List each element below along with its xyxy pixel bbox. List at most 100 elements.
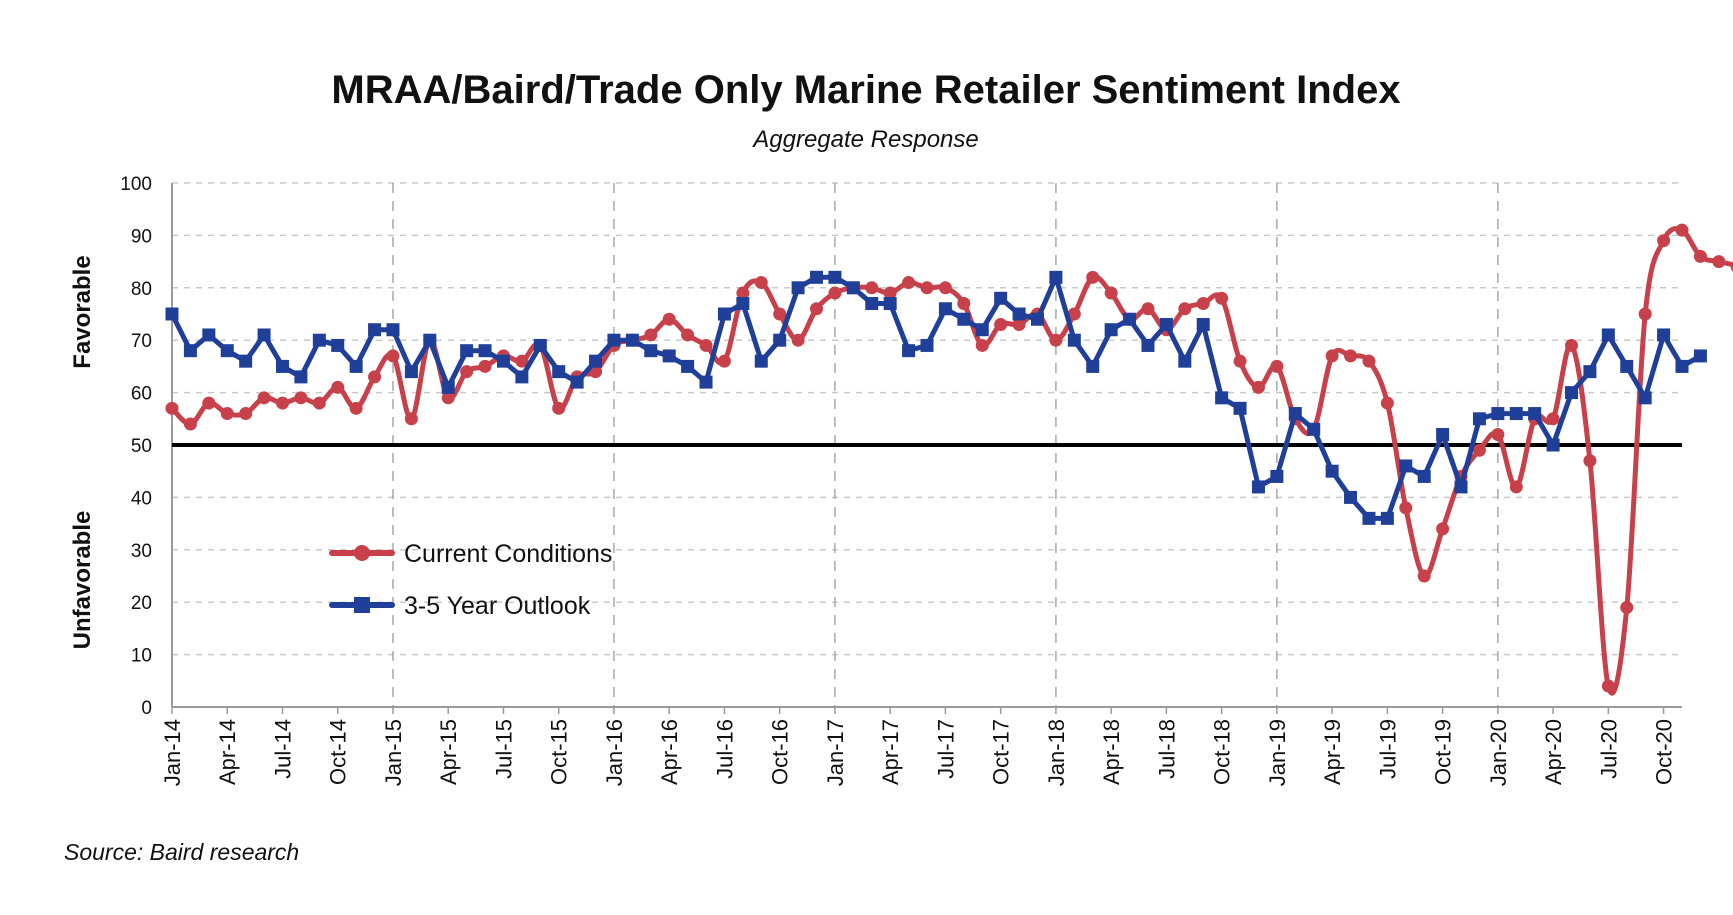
point-outlook (257, 328, 271, 342)
point-current-conditions (386, 349, 400, 363)
point-outlook (533, 338, 547, 352)
point-current-conditions (1675, 223, 1689, 237)
favorable-label: Favorable (69, 255, 96, 368)
point-outlook (589, 354, 603, 368)
point-current-conditions (1509, 480, 1523, 494)
chart-subtitle: Aggregate Response (751, 126, 979, 153)
point-current-conditions (975, 338, 989, 352)
point-outlook (1491, 407, 1505, 421)
point-current-conditions (865, 281, 879, 295)
point-outlook (810, 270, 824, 284)
point-outlook (681, 359, 695, 373)
point-outlook (975, 323, 989, 337)
point-outlook (183, 344, 197, 358)
point-current-conditions (1049, 333, 1063, 347)
point-current-conditions (1657, 234, 1671, 248)
point-outlook (1344, 490, 1358, 504)
point-outlook (1196, 317, 1210, 331)
point-current-conditions (294, 391, 308, 405)
chart-title: MRAA/Baird/Trade Only Marine Retailer Se… (331, 68, 1400, 112)
point-current-conditions (1546, 412, 1560, 426)
point-outlook (1436, 428, 1450, 442)
point-outlook (1417, 469, 1431, 483)
x-tick-label: Jul-18 (1154, 719, 1179, 779)
point-current-conditions (1233, 354, 1247, 368)
point-outlook (1141, 338, 1155, 352)
point-outlook (496, 354, 510, 368)
series-lines (165, 223, 1733, 696)
point-outlook (902, 344, 916, 358)
point-current-conditions (275, 396, 289, 410)
point-outlook (1307, 422, 1321, 436)
point-outlook (202, 328, 216, 342)
point-outlook (1159, 317, 1173, 331)
point-outlook (1104, 323, 1118, 337)
point-current-conditions (1380, 396, 1394, 410)
y-tick-label: 50 (131, 436, 152, 457)
point-current-conditions (460, 365, 474, 379)
y-tick-label: 10 (131, 646, 152, 667)
point-outlook (331, 338, 345, 352)
point-current-conditions (1012, 317, 1026, 331)
point-outlook (1012, 307, 1026, 321)
point-outlook (644, 344, 658, 358)
point-outlook (1178, 354, 1192, 368)
point-outlook (736, 297, 750, 311)
y-tick-label: 80 (131, 279, 152, 300)
point-current-conditions (1436, 522, 1450, 536)
x-tick-label: Apr-20 (1541, 719, 1566, 785)
point-outlook (957, 312, 971, 326)
point-outlook (220, 344, 234, 358)
x-tick-label: Jan-19 (1265, 719, 1290, 786)
point-current-conditions (1730, 261, 1733, 272)
series-line-current-conditions (170, 226, 1733, 696)
point-current-conditions (515, 354, 529, 368)
point-current-conditions (1067, 307, 1081, 321)
x-tick-label: Jan-14 (160, 719, 185, 786)
x-tick-label: Apr-14 (215, 719, 240, 785)
point-outlook (423, 333, 437, 347)
y-tick-labels: 0 10 20 30 40 50 60 70 80 90 100 (120, 174, 152, 719)
point-outlook (1362, 511, 1376, 525)
source-note: Source: Baird research (64, 839, 299, 865)
point-outlook (1288, 407, 1302, 421)
point-outlook (625, 333, 639, 347)
x-tick-label: Oct-17 (989, 719, 1014, 785)
y-tick-label: 70 (131, 331, 152, 352)
point-outlook (1325, 464, 1339, 478)
x-tick-label: Jul-20 (1596, 719, 1621, 779)
point-outlook (1233, 401, 1247, 415)
point-current-conditions (239, 407, 253, 421)
point-outlook (1565, 386, 1579, 400)
point-current-conditions (1472, 443, 1486, 457)
point-outlook (607, 333, 621, 347)
point-outlook (404, 365, 418, 379)
point-outlook (938, 302, 952, 316)
point-current-conditions (257, 391, 271, 405)
point-outlook (368, 323, 382, 337)
point-current-conditions (1620, 600, 1634, 614)
point-outlook (312, 333, 326, 347)
point-outlook (1454, 480, 1468, 494)
point-current-conditions (662, 312, 676, 326)
y-tick-label: 40 (131, 488, 152, 509)
point-outlook (478, 344, 492, 358)
point-outlook (275, 359, 289, 373)
legend-label-current-conditions: Current Conditions (404, 540, 612, 568)
point-outlook (460, 344, 474, 358)
y-tick-label: 30 (131, 541, 152, 562)
x-tick-label: Oct-18 (1210, 719, 1235, 785)
point-outlook (1693, 349, 1707, 363)
point-current-conditions (1583, 454, 1597, 468)
point-outlook (920, 338, 934, 352)
point-current-conditions (1270, 359, 1284, 373)
point-current-conditions (902, 276, 916, 290)
point-outlook (386, 323, 400, 337)
point-outlook (773, 333, 787, 347)
point-current-conditions (773, 307, 787, 321)
y-tick-label: 60 (131, 384, 152, 405)
axes (171, 183, 1682, 714)
point-current-conditions (1491, 428, 1505, 442)
legend-item-outlook: 3-5 Year Outlook (329, 592, 591, 620)
